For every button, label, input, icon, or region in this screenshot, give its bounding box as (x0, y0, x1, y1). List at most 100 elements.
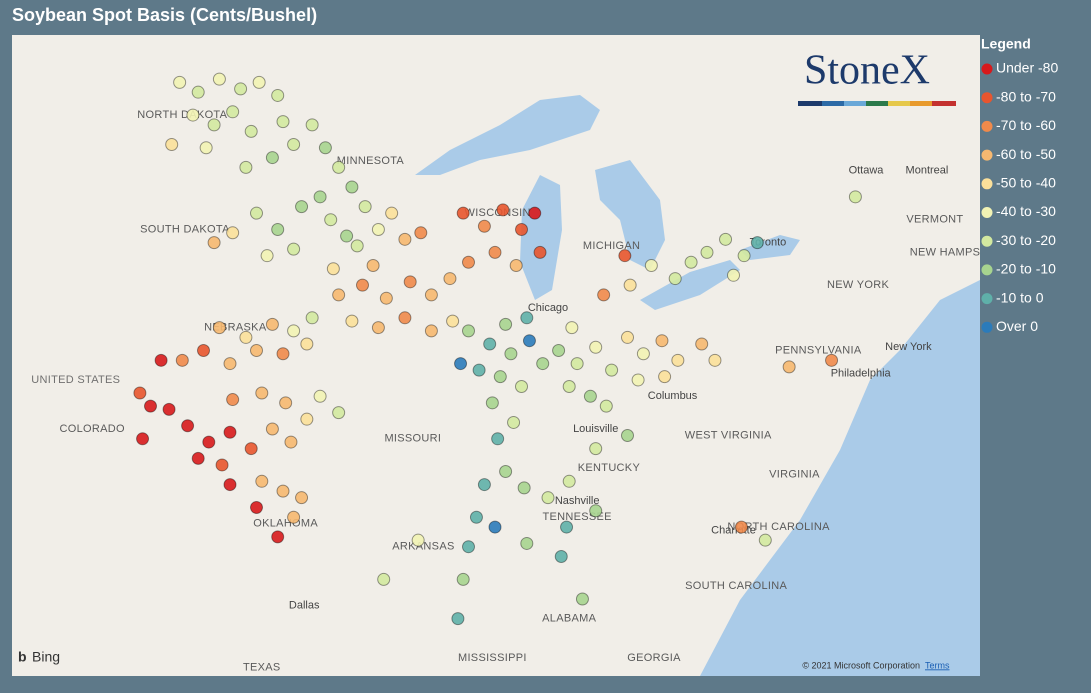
place-label: MINNESOTA (337, 155, 405, 167)
basis-point (284, 435, 298, 449)
basis-point (385, 206, 399, 220)
basis-point (589, 340, 603, 354)
place-label: MICHIGAN (583, 240, 640, 252)
basis-point (443, 272, 457, 286)
place-label: COLORADO (60, 423, 125, 435)
logo-bar (798, 101, 956, 106)
place-label: Charlotte (711, 524, 756, 536)
lake (640, 260, 740, 310)
basis-point (186, 108, 200, 122)
basis-point (758, 533, 772, 547)
terms-link[interactable]: Terms (925, 660, 950, 670)
basis-point (496, 203, 510, 217)
basis-point (295, 491, 309, 505)
basis-point (469, 510, 483, 524)
basis-point (499, 465, 513, 478)
map[interactable]: UNITED STATES NORTH DAKOTA MINNESOTA SOUTH … (6, 35, 1007, 688)
place-label: KENTUCKY (578, 462, 641, 474)
basis-point (562, 379, 576, 393)
basis-point (658, 370, 672, 384)
basis-point (287, 138, 301, 151)
place-label: TEXAS (243, 662, 281, 674)
place-label: Philadelphia (831, 367, 892, 379)
legend-label: -70 to -60 (996, 117, 1056, 133)
basis-point (605, 363, 619, 377)
place-label: Columbus (648, 390, 698, 402)
basis-point (727, 268, 740, 282)
basis-point (515, 379, 528, 393)
place-label: NORTH CAROLINA (727, 521, 830, 533)
basis-point (618, 249, 632, 263)
basis-point (223, 478, 237, 492)
basis-point (541, 491, 555, 505)
basis-point (488, 520, 502, 534)
basis-point (515, 223, 528, 237)
basis-point (493, 370, 507, 384)
basis-point (305, 311, 319, 325)
basis-point (144, 399, 157, 413)
basis-point (340, 229, 354, 243)
place-label: WEST VIRGINIA (685, 429, 772, 441)
basis-point (454, 357, 468, 371)
copyright: © 2021 Microsoft Corporation (802, 660, 920, 670)
basis-point (456, 572, 470, 586)
legend-title: Legend (981, 36, 1031, 52)
basis-point (295, 200, 309, 214)
basis-point (255, 474, 269, 488)
legend-swatch (981, 120, 993, 132)
basis-point (265, 422, 279, 436)
basis-point (162, 402, 176, 416)
place-label: Chicago (528, 302, 568, 314)
basis-point (300, 412, 314, 426)
basis-point (191, 451, 205, 465)
basis-point (520, 311, 534, 325)
basis-point (570, 357, 584, 371)
basis-point (695, 337, 709, 351)
basis-point (287, 510, 301, 524)
title: Soybean Spot Basis (Cents/Bushel) (12, 5, 317, 25)
basis-point (154, 353, 168, 367)
basis-point (472, 363, 486, 377)
basis-point (536, 357, 550, 371)
basis-point (719, 232, 733, 246)
legend-label: -50 to -40 (996, 175, 1056, 191)
basis-point (636, 347, 650, 361)
basis-point (477, 478, 491, 492)
basis-point (451, 612, 465, 626)
basis-point (345, 180, 359, 194)
basis-point (589, 504, 603, 518)
basis-point (504, 347, 518, 361)
basis-point (271, 223, 285, 237)
place-label: New York (885, 341, 932, 353)
basis-point (522, 334, 536, 348)
basis-point (509, 258, 523, 272)
basis-point (424, 324, 438, 338)
basis-point (371, 321, 385, 335)
basis-point (655, 334, 669, 348)
basis-point (260, 249, 274, 263)
basis-point (403, 275, 417, 289)
basis-point (276, 347, 290, 361)
legend-label: -10 to 0 (996, 289, 1044, 305)
basis-point (379, 291, 393, 305)
basis-point (215, 458, 229, 472)
basis-point (462, 255, 475, 269)
basis-point (279, 396, 293, 410)
basis-point (507, 415, 521, 429)
basis-point (313, 389, 327, 403)
basis-point (456, 206, 470, 220)
legend: Legend Under -80 -80 to -70 -70 to -60 -60 … (981, 36, 1058, 334)
basis-point (212, 321, 226, 335)
basis-point (207, 118, 221, 132)
basis-point (560, 520, 574, 534)
basis-point (332, 406, 346, 420)
place-label: WISCONSIN (465, 207, 531, 219)
basis-point (252, 75, 266, 89)
basis-point (212, 72, 226, 86)
basis-point (446, 314, 460, 328)
basis-point (708, 353, 722, 367)
basis-point (276, 484, 290, 498)
legend-label: -80 to -70 (996, 88, 1056, 104)
basis-point (358, 200, 372, 214)
place-label: Montreal (906, 165, 949, 177)
